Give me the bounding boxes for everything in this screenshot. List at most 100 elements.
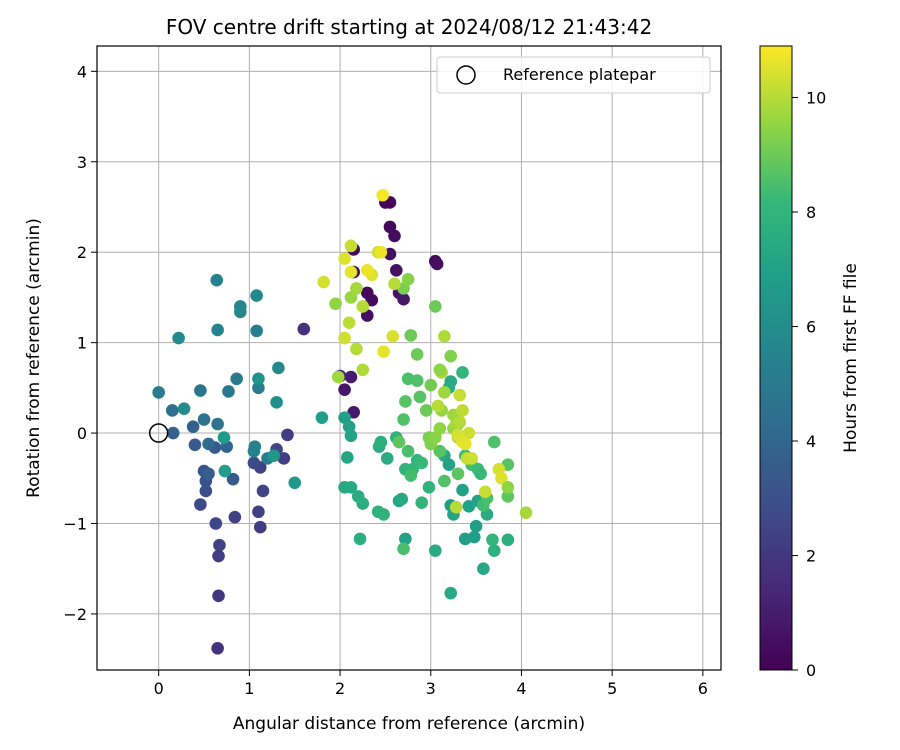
data-point (360, 263, 374, 277)
data-point (410, 374, 424, 387)
data-point (213, 538, 226, 552)
data-point (404, 329, 418, 342)
data-point (444, 349, 458, 363)
data-point (429, 300, 442, 313)
data-point (465, 452, 478, 465)
colorbar: 0 2 4 6 8 10 Hours from first FF file (759, 45, 861, 680)
colorbar-gradient (759, 45, 793, 671)
data-point (288, 476, 302, 490)
data-point (413, 390, 427, 404)
data-point (356, 497, 370, 510)
y-tick-label: 0 (77, 424, 87, 443)
data-point (376, 188, 389, 202)
data-point (388, 277, 401, 291)
data-point (338, 331, 351, 345)
legend-marker-icon (456, 65, 476, 85)
data-point (390, 263, 403, 277)
y-tick-label: 3 (77, 153, 87, 172)
data-point (456, 483, 469, 497)
data-point (462, 426, 476, 440)
data-point (211, 323, 224, 337)
data-point (341, 451, 354, 464)
colorbar-tick-label: 6 (806, 318, 816, 337)
data-point (194, 384, 207, 397)
data-point (234, 305, 247, 319)
data-point (188, 438, 202, 452)
data-point (212, 549, 225, 563)
colorbar-ticks: 0 2 4 6 8 10 (792, 89, 826, 680)
data-point (458, 437, 472, 451)
data-point (456, 404, 469, 417)
data-point (442, 458, 456, 472)
data-point (344, 291, 358, 304)
data-point (392, 435, 406, 449)
data-point (165, 404, 179, 417)
data-point (211, 641, 224, 655)
y-tick-label: 2 (77, 243, 87, 262)
data-point (230, 372, 243, 386)
data-point (252, 372, 265, 386)
data-point (270, 396, 283, 409)
data-point (449, 500, 463, 514)
x-axis-label: Angular distance from reference (arcmin) (233, 714, 585, 734)
data-point (172, 331, 185, 345)
data-point (194, 498, 207, 511)
data-point (202, 437, 215, 451)
data-point (456, 366, 469, 379)
data-point (353, 532, 367, 546)
data-point (401, 273, 415, 286)
x-axis-ticks: 0 1 2 3 4 5 6 (154, 670, 708, 698)
data-point (365, 293, 379, 307)
data-point (297, 322, 311, 336)
y-axis-label: Rotation from reference (arcmin) (24, 218, 44, 498)
data-point (397, 542, 410, 556)
data-point (377, 345, 390, 358)
data-point (356, 363, 370, 377)
data-point (344, 481, 358, 494)
data-point (486, 533, 499, 547)
data-point (281, 428, 294, 442)
data-point (415, 456, 428, 470)
data-point (197, 413, 211, 426)
y-tick-label: 4 (77, 62, 87, 81)
y-tick-label: −2 (63, 605, 87, 624)
data-point (386, 329, 399, 343)
colorbar-tick-label: 4 (806, 432, 816, 451)
data-point (410, 348, 424, 361)
data-point (453, 415, 467, 429)
data-point (252, 505, 265, 519)
data-point (252, 381, 265, 395)
x-tick-label: 3 (426, 679, 436, 698)
data-point (331, 370, 345, 384)
data-point (453, 388, 467, 402)
data-point (399, 395, 412, 408)
data-point (250, 289, 263, 302)
y-tick-label: −1 (63, 514, 87, 533)
data-point (344, 265, 358, 279)
data-point (217, 431, 231, 444)
data-point (329, 297, 342, 311)
data-point (419, 404, 433, 417)
data-point (277, 452, 291, 465)
x-tick-label: 0 (154, 679, 164, 698)
data-point (338, 252, 351, 265)
data-point (487, 544, 501, 557)
data-point (468, 530, 481, 544)
data-point (374, 435, 388, 449)
data-points (152, 188, 533, 655)
data-point (487, 435, 501, 449)
data-point (222, 385, 235, 398)
data-point (399, 532, 412, 546)
data-point (438, 386, 451, 399)
legend-box (436, 56, 711, 94)
data-point (395, 492, 409, 506)
data-point (315, 411, 329, 424)
data-point (253, 520, 267, 534)
data-point (429, 544, 442, 557)
data-point (501, 481, 515, 494)
x-tick-label: 1 (244, 679, 254, 698)
data-point (374, 245, 388, 259)
colorbar-tick-label: 2 (806, 547, 816, 566)
data-point (424, 378, 438, 392)
data-point (388, 229, 401, 243)
